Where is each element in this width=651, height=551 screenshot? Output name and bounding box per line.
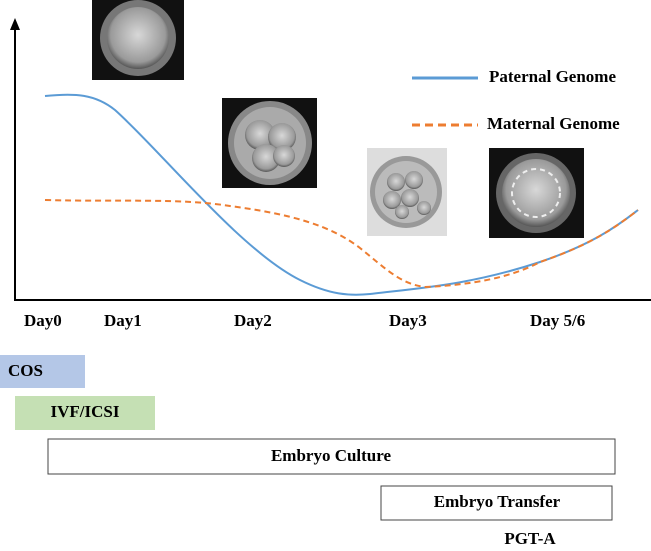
day-label: Day2 bbox=[234, 311, 272, 330]
stage-label: COS bbox=[8, 361, 43, 380]
embryo-image bbox=[92, 0, 184, 80]
day-label: Day0 bbox=[24, 311, 62, 330]
stage-bar bbox=[47, 438, 616, 475]
legend-label: Maternal Genome bbox=[487, 114, 620, 133]
embryo-image bbox=[489, 148, 584, 238]
stage-label: Embryo Culture bbox=[271, 446, 392, 465]
stage-bar bbox=[380, 485, 613, 521]
day-label: Day 5/6 bbox=[530, 311, 585, 330]
embryo-image bbox=[222, 98, 317, 188]
stage-bar bbox=[15, 396, 155, 430]
maternal-curve bbox=[44, 199, 639, 289]
stage-label: PGT-A bbox=[504, 529, 556, 548]
legend-label: Paternal Genome bbox=[489, 67, 616, 86]
y-arrow bbox=[10, 18, 20, 30]
stage-label: Embryo Transfer bbox=[434, 492, 561, 511]
stage-label: IVF/ICSI bbox=[51, 402, 120, 421]
day-label: Day1 bbox=[104, 311, 142, 330]
day-label: Day3 bbox=[389, 311, 427, 330]
embryo-image bbox=[367, 148, 447, 236]
stage-bar bbox=[0, 355, 85, 388]
